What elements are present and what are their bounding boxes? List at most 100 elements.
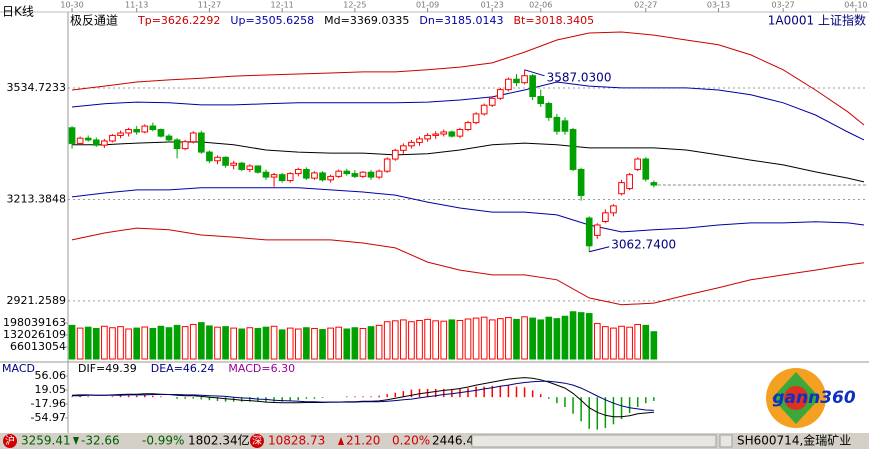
volume-bar (262, 326, 270, 360)
candle-body (335, 170, 343, 177)
volume-bar (577, 312, 585, 360)
volume-bar (408, 321, 415, 360)
candle-body (642, 158, 650, 180)
candle-body (84, 137, 92, 141)
volume-bar (214, 326, 221, 360)
volume-bar (432, 320, 440, 360)
up-arrow (338, 437, 344, 445)
index-value: 10828.73 (268, 434, 325, 448)
candle-body (577, 168, 585, 196)
x-tick-label: 10-30 (60, 1, 83, 10)
volume-bar (513, 318, 520, 360)
candle-body (521, 75, 528, 84)
index-change: -32.66 (81, 434, 120, 448)
volume-bar (521, 316, 528, 360)
candle-body (561, 120, 569, 132)
volume-bar (230, 327, 237, 360)
candle-body (351, 173, 359, 177)
candle-body (198, 132, 205, 153)
candle-body (610, 205, 617, 214)
y-tick-label: 66013054 (10, 340, 66, 353)
candle-body (537, 96, 545, 104)
y-tick-label: -17.96 (31, 397, 66, 410)
logo-core (784, 386, 808, 410)
candle-body (230, 162, 237, 166)
x-tick-label: 01-23 (481, 1, 504, 10)
legend-entry: Dn=3185.0143 (419, 14, 503, 27)
band-line (72, 141, 865, 183)
candle-body (488, 97, 496, 106)
volume-bar (367, 326, 375, 360)
candle-body (101, 140, 108, 146)
candle-body (311, 172, 318, 179)
volume-bar (650, 331, 658, 360)
volume-bar (424, 318, 431, 360)
status-bar: 沪 3259.41 -32.66 -0.99% 1802.34亿 深 10828… (0, 433, 869, 449)
band-line (71, 81, 865, 141)
y-tick-label: 3534.7233 (7, 81, 67, 94)
x-tick-label: 12-25 (343, 1, 366, 10)
scroll-area[interactable] (471, 434, 717, 448)
volume-bar (400, 319, 407, 360)
volume-bar (294, 328, 302, 360)
candle-body (189, 132, 197, 143)
x-tick-label: 02-06 (529, 1, 552, 10)
volume-bar (585, 313, 593, 360)
candle-body (270, 174, 278, 178)
volume-bar (464, 318, 472, 360)
candle-body (246, 165, 254, 170)
candle-body (327, 175, 334, 181)
volume-bar (569, 311, 577, 360)
candle-body (141, 125, 149, 133)
candle-body (367, 171, 375, 178)
volume-bar (472, 317, 480, 360)
volume-bar (456, 319, 464, 360)
candle-body (545, 103, 553, 118)
volume-bar (270, 325, 278, 360)
market-icon-label: 深 (252, 435, 262, 447)
index-pct: 0.20% (392, 434, 430, 448)
candle-body (319, 172, 326, 181)
volume-bar (181, 326, 189, 360)
candle-body (278, 174, 286, 182)
volume-bar (375, 324, 383, 360)
x-tick-label: 02-27 (634, 1, 657, 10)
band-line (71, 31, 865, 126)
x-tick-label: 04-10 (844, 1, 867, 10)
volume-bar (319, 329, 326, 360)
x-tick-label: 01-09 (416, 1, 439, 10)
candle-body (133, 129, 141, 133)
logo-text: gann360 (772, 388, 856, 408)
legend-entry: Tp=3626.2292 (137, 14, 220, 27)
stock-icon[interactable] (719, 434, 733, 448)
volume-bar (254, 327, 262, 360)
y-tick-label: 3213.3848 (7, 193, 67, 206)
candle-body (294, 168, 302, 175)
annotation-line (589, 246, 610, 253)
volume-bar (286, 327, 294, 360)
candle-body (254, 165, 262, 173)
candle-body (181, 141, 189, 150)
candle-body (117, 132, 124, 136)
market-icon-label: 沪 (5, 434, 15, 447)
candle-body (92, 139, 100, 146)
candle-body (448, 131, 456, 137)
annotation-line (524, 69, 545, 77)
candle-body (585, 217, 593, 247)
candle-body (109, 134, 116, 142)
candle-body (173, 139, 181, 150)
volume-bar (84, 326, 92, 360)
band-line (71, 187, 865, 233)
legend-entry: Md=3369.0335 (324, 14, 409, 27)
security-code: 1A0001 上证指数 (768, 13, 866, 28)
candle-body (157, 129, 165, 137)
legend-entry: Bt=3018.3405 (514, 14, 595, 27)
y-tick-label: 2921.2589 (7, 294, 67, 307)
volume-bar (505, 317, 512, 360)
stock-name: SH600714,金瑞矿业 (737, 433, 851, 448)
volume-bar (383, 321, 391, 360)
volume-bar (440, 320, 448, 360)
volume-bar (327, 327, 334, 360)
volume-bar (76, 327, 84, 360)
